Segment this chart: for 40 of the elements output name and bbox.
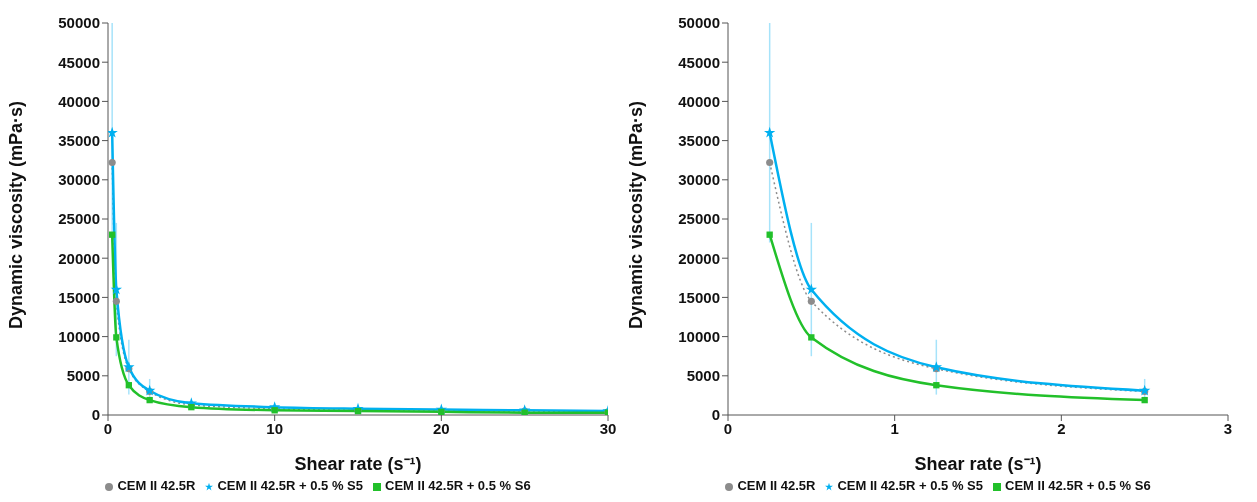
x-tick-label: 3 <box>1223 419 1233 437</box>
y-tick-label: 20000 <box>58 249 100 267</box>
x-axis-title: Shear rate (s⁻¹) <box>914 454 1042 474</box>
legend-label: CEM II 42.5R <box>117 478 196 493</box>
y-tick-label: 30000 <box>58 171 100 189</box>
y-axis-title: Dynamic viscosity (mPa·s) <box>6 100 27 329</box>
y-tick-label: 10000 <box>678 327 720 345</box>
x-tick-label: 0 <box>103 419 113 437</box>
y-tick-label: 10000 <box>58 327 100 345</box>
legend-label: CEM II 42.5R + 0.5 % S6 <box>1005 478 1151 493</box>
y-tick-label: 30000 <box>678 171 720 189</box>
y-tick-label: 40000 <box>678 92 720 110</box>
y-tick-label: 40000 <box>58 92 100 110</box>
y-tick-label: 0 <box>91 406 100 424</box>
y-tick-label: 5000 <box>66 367 100 385</box>
x-tick-label: 20 <box>432 419 450 437</box>
x-tick-label: 2 <box>1057 419 1066 437</box>
y-tick-label: 15000 <box>58 288 100 306</box>
x-tick-label: 10 <box>266 419 284 437</box>
y-tick-label: 50000 <box>678 14 720 32</box>
y-tick-label: 35000 <box>58 131 100 149</box>
x-tick-label: 30 <box>599 419 617 437</box>
y-tick-label: 5000 <box>686 367 720 385</box>
y-tick-label: 45000 <box>678 53 720 71</box>
y-tick-label: 50000 <box>58 14 100 32</box>
x-tick-label: 0 <box>723 419 733 437</box>
legend-label: CEM II 42.5R + 0.5 % S5 <box>837 478 984 493</box>
y-tick-label: 15000 <box>678 288 720 306</box>
y-tick-label: 25000 <box>678 210 720 228</box>
y-tick-label: 35000 <box>678 131 720 149</box>
y-tick-label: 20000 <box>678 249 720 267</box>
y-tick-label: 25000 <box>58 210 100 228</box>
y-axis-title: Dynamic viscosity (mPa·s) <box>626 100 647 329</box>
x-tick-label: 1 <box>890 419 899 437</box>
legend-label: CEM II 42.5R <box>737 478 816 493</box>
legend-label: CEM II 42.5R + 0.5 % S6 <box>385 478 531 493</box>
y-tick-label: 0 <box>711 406 720 424</box>
legend-label: CEM II 42.5R + 0.5 % S5 <box>217 478 364 493</box>
x-axis-title: Shear rate (s⁻¹) <box>294 454 422 474</box>
y-tick-label: 45000 <box>58 53 100 71</box>
